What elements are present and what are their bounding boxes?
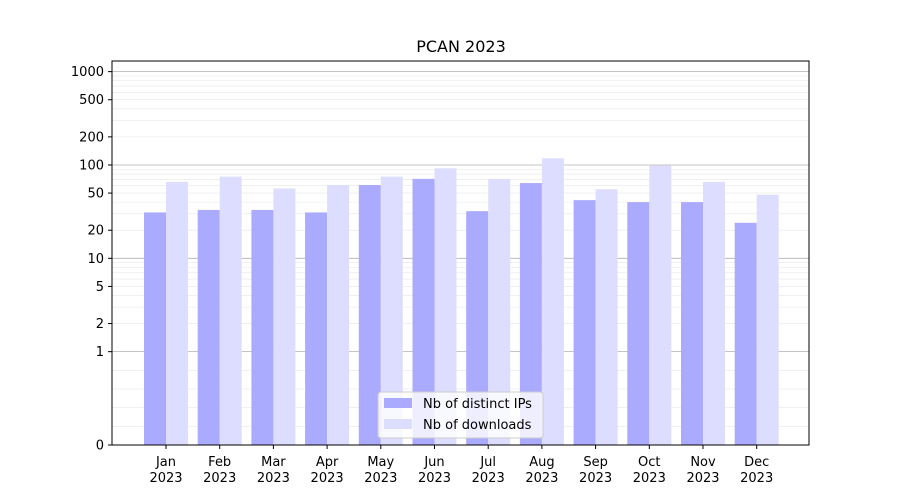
legend-label-downloads: Nb of downloads bbox=[423, 418, 532, 433]
x-tick-label-month: Mar bbox=[261, 455, 286, 470]
x-tick-label-year: 2023 bbox=[418, 471, 451, 486]
bar-distinct-ips bbox=[412, 178, 435, 445]
bar-downloads bbox=[649, 165, 672, 446]
x-tick-label-year: 2023 bbox=[525, 471, 558, 486]
y-tick-label: 1000 bbox=[71, 65, 104, 80]
y-tick-label: 0 bbox=[96, 439, 104, 454]
bar-distinct-ips bbox=[681, 202, 703, 445]
bar-distinct-ips bbox=[251, 209, 274, 445]
x-tick-label-year: 2023 bbox=[633, 471, 666, 486]
x-tick-label-month: Jun bbox=[423, 455, 444, 470]
y-tick-label: 1 bbox=[96, 345, 104, 360]
x-tick-label-month: Nov bbox=[690, 455, 716, 470]
bar-downloads bbox=[488, 178, 511, 445]
bars bbox=[144, 158, 779, 446]
y-tick-label: 100 bbox=[79, 158, 104, 173]
x-tick-label-year: 2023 bbox=[364, 471, 397, 486]
bar-distinct-ips bbox=[305, 212, 328, 445]
bar-downloads bbox=[703, 181, 725, 445]
y-tick-label: 50 bbox=[87, 187, 104, 202]
x-tick-label-month: Sep bbox=[583, 455, 608, 470]
x-tick-label-month: Jul bbox=[479, 455, 496, 470]
bar-distinct-ips bbox=[358, 185, 381, 445]
bar-downloads bbox=[380, 176, 403, 445]
x-tick-label-month: Jan bbox=[155, 455, 176, 470]
x-tick-label-month: Dec bbox=[744, 455, 769, 470]
legend-swatch-distinct-ips bbox=[384, 398, 412, 408]
y-tick-label: 2 bbox=[96, 317, 104, 332]
x-axis: Jan2023Feb2023Mar2023Apr2023May2023Jun20… bbox=[149, 445, 773, 486]
x-tick-label-month: May bbox=[367, 455, 394, 470]
x-tick-label-month: Oct bbox=[638, 455, 660, 470]
bar-downloads bbox=[273, 188, 296, 445]
plot-frame bbox=[111, 60, 810, 446]
y-tick-label: 200 bbox=[79, 130, 104, 145]
y-axis: 0 1 2 5 10 20 50 100 200 500 1000 bbox=[71, 65, 112, 454]
x-tick-label-year: 2023 bbox=[740, 471, 773, 486]
legend-label-distinct-ips: Nb of distinct IPs bbox=[423, 397, 532, 412]
bar-downloads bbox=[595, 189, 618, 445]
bar-downloads bbox=[541, 158, 564, 445]
x-tick-label-year: 2023 bbox=[472, 471, 505, 486]
bar-downloads bbox=[756, 194, 779, 445]
bar-downloads bbox=[166, 181, 188, 445]
x-tick-label-year: 2023 bbox=[149, 471, 182, 486]
y-tick-label: 5 bbox=[96, 280, 104, 295]
legend-box bbox=[377, 391, 544, 439]
chart-title: PCAN 2023 bbox=[416, 37, 506, 56]
legend-swatch-downloads bbox=[384, 419, 412, 429]
bar-downloads bbox=[219, 176, 242, 445]
x-tick-label-year: 2023 bbox=[203, 471, 236, 486]
y-tick-label: 10 bbox=[87, 252, 104, 267]
x-tick-label-month: Apr bbox=[316, 455, 339, 470]
x-tick-label-month: Feb bbox=[208, 455, 231, 470]
bar-distinct-ips bbox=[573, 200, 596, 445]
y-tick-label: 500 bbox=[79, 93, 104, 108]
x-tick-label-year: 2023 bbox=[686, 471, 719, 486]
bar-distinct-ips bbox=[466, 211, 489, 445]
legend: Nb of distinct IPs Nb of downloads bbox=[377, 391, 544, 439]
x-tick-label-year: 2023 bbox=[257, 471, 290, 486]
bar-downloads bbox=[327, 185, 350, 445]
bar-distinct-ips bbox=[197, 209, 220, 445]
bar-distinct-ips bbox=[144, 212, 166, 445]
bar-distinct-ips bbox=[734, 222, 757, 445]
x-tick-label-year: 2023 bbox=[311, 471, 344, 486]
bar-downloads bbox=[434, 168, 457, 445]
bar-distinct-ips bbox=[519, 183, 542, 446]
bar-distinct-ips bbox=[627, 202, 650, 445]
y-tick-label: 20 bbox=[87, 224, 104, 239]
x-tick-label-month: Aug bbox=[529, 455, 554, 470]
x-tick-label-year: 2023 bbox=[579, 471, 612, 486]
